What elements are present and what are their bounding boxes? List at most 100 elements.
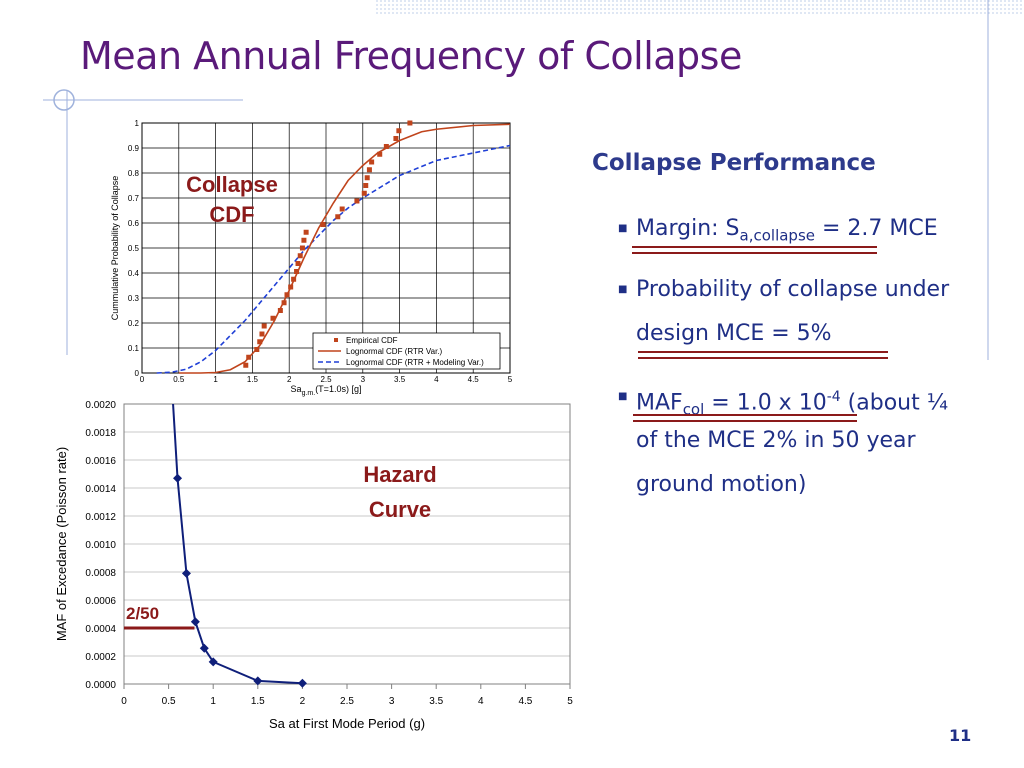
page-number: 11 bbox=[949, 726, 972, 745]
hazard-point-diamond bbox=[173, 473, 183, 483]
hazard-series-line bbox=[172, 403, 303, 685]
hazard-y-tick-label: 0.0006 bbox=[85, 596, 116, 607]
cdf-empirical-point bbox=[303, 229, 309, 235]
bullet-margin-text: Margin: Sa,collapse = 2.7 MCE bbox=[636, 216, 938, 245]
cdf-empirical-point bbox=[320, 222, 326, 227]
cdf-empirical-point bbox=[297, 253, 303, 259]
cdf-empirical-point bbox=[277, 308, 283, 313]
cdf-empirical-point bbox=[407, 120, 413, 126]
hazard-curve-line bbox=[172, 403, 303, 685]
legend-modeling-label: Lognormal CDF (RTR + Modeling Var.) bbox=[346, 358, 484, 367]
cdf-x-tick-label: 1.5 bbox=[247, 375, 259, 384]
bullet-square-icon: ■ bbox=[618, 223, 628, 234]
cdf-empirical-point bbox=[361, 190, 367, 196]
hazard-y-tick-label: 0.0000 bbox=[85, 680, 116, 691]
cdf-x-tick-label: 4.5 bbox=[468, 375, 480, 384]
bullet-square-icon: ■ bbox=[618, 391, 628, 402]
cdf-x-tick-label: 4 bbox=[434, 375, 439, 384]
hazard-gridlines bbox=[123, 403, 571, 689]
cdf-plot-frame bbox=[141, 122, 511, 374]
hazard-x-tick-label: 4 bbox=[478, 696, 484, 707]
cdf-annotation-line1: Collapse bbox=[186, 172, 278, 197]
hazard-y-tick-label: 0.0012 bbox=[85, 512, 116, 523]
legend-rtr-label: Lognormal CDF (RTR Var.) bbox=[346, 347, 443, 356]
cdf-modeling-var-line bbox=[156, 144, 511, 374]
cdf-empirical-point bbox=[335, 214, 341, 220]
cdf-annotation-line2: CDF bbox=[209, 202, 254, 227]
hazard-curve-chart: 0.0000 0.0002 0.0004 0.0006 0.0008 0.0010 0.00… bbox=[54, 400, 573, 731]
cdf-empirical-point bbox=[294, 269, 300, 274]
hazard-x-tick-label: 1 bbox=[210, 696, 216, 707]
cdf-empirical-point bbox=[396, 128, 402, 134]
collapse-cdf-chart: 0 0.5 1 1.5 2 2.5 3 3.5 4 4.5 5 0 0.1 0.2 0.3 0.4 0.5 0.6… bbox=[110, 119, 513, 397]
cdf-y-tick-label: 0.4 bbox=[128, 269, 140, 278]
cdf-legend-box bbox=[312, 332, 501, 370]
hazard-point-diamond bbox=[208, 657, 218, 667]
cdf-empirical-point bbox=[259, 331, 265, 337]
cdf-empirical-point bbox=[299, 245, 305, 251]
hazard-x-tick-label: 2.5 bbox=[340, 696, 354, 707]
cdf-x-tick-label: 0 bbox=[140, 375, 145, 384]
hazard-series-markers bbox=[173, 473, 307, 688]
cdf-empirical-point bbox=[261, 323, 267, 329]
hazard-point-diamond bbox=[181, 568, 191, 578]
hazard-x-tick-label: 5 bbox=[567, 696, 573, 707]
cdf-empirical-point bbox=[284, 292, 290, 298]
hazard-x-tick-label: 3 bbox=[389, 696, 395, 707]
cdf-x-tick-label: 2 bbox=[287, 375, 292, 384]
hazard-y-tick-label: 0.0010 bbox=[85, 540, 116, 551]
hazard-y-tick-label: 0.0002 bbox=[85, 652, 116, 663]
cdf-empirical-point bbox=[369, 159, 375, 165]
cdf-empirical-point bbox=[254, 347, 260, 352]
header-texture-band bbox=[375, 0, 1024, 16]
cdf-y-tick-label: 0 bbox=[135, 369, 140, 378]
cdf-empirical-point bbox=[301, 237, 307, 243]
slide-title: Mean Annual Frequency of Collapse bbox=[80, 34, 742, 78]
cdf-empirical-point bbox=[339, 206, 345, 212]
hazard-x-tick-label: 2 bbox=[300, 696, 306, 707]
cdf-empirical-point bbox=[383, 144, 389, 149]
cdf-empirical-point bbox=[246, 354, 252, 360]
cdf-rtr-var-line bbox=[178, 123, 511, 374]
cdf-empirical-point bbox=[291, 276, 297, 282]
hazard-2-50-label: 2/50 bbox=[126, 604, 159, 623]
hazard-tick-labels: 0.0000 0.0002 0.0004 0.0006 0.0008 0.0010 0.00… bbox=[85, 400, 573, 707]
collapse-cdf-annotation: Collapse CDF bbox=[186, 172, 278, 227]
cdf-empirical-point bbox=[288, 284, 294, 290]
hazard-x-tick-label: 3.5 bbox=[429, 696, 443, 707]
legend-empirical-label: Empirical CDF bbox=[346, 336, 398, 345]
cdf-x-tick-label: 2.5 bbox=[320, 375, 332, 384]
bullet-maf-line2: of the MCE 2% in 50 year bbox=[636, 428, 916, 453]
cdf-x-axis-label: Sag.m.(T=1.0s) [g] bbox=[291, 384, 362, 397]
cdf-y-tick-label: 0.3 bbox=[128, 294, 140, 303]
cdf-x-tick-label: 5 bbox=[508, 375, 513, 384]
probability-underline bbox=[638, 351, 888, 359]
hazard-y-tick-label: 0.0018 bbox=[85, 428, 116, 439]
cdf-empirical-point bbox=[295, 261, 301, 266]
hazard-x-tick-label: 0.5 bbox=[162, 696, 176, 707]
bullet-probability-line1: Probability of collapse under bbox=[636, 277, 950, 302]
hazard-x-tick-label: 4.5 bbox=[518, 696, 532, 707]
cdf-y-tick-label: 0.8 bbox=[128, 169, 140, 178]
cdf-x-tick-label: 1 bbox=[213, 375, 218, 384]
cdf-empirical-point bbox=[377, 151, 383, 157]
cdf-empirical-point bbox=[354, 198, 360, 204]
cdf-x-tick-label: 3.5 bbox=[394, 375, 406, 384]
hazard-annotation-line2: Curve bbox=[369, 497, 431, 522]
hazard-y-tick-label: 0.0020 bbox=[85, 400, 116, 411]
cdf-x-tick-label: 0.5 bbox=[173, 375, 185, 384]
cdf-tick-labels: 0 0.5 1 1.5 2 2.5 3 3.5 4 4.5 5 0 0.1 0.2 0.3 0.4 0.5 0.6… bbox=[128, 119, 513, 384]
margin-underline bbox=[632, 246, 877, 254]
hazard-point-diamond bbox=[297, 678, 307, 688]
cdf-empirical-markers bbox=[243, 120, 413, 368]
cdf-empirical-point bbox=[366, 167, 372, 173]
legend-empirical-marker bbox=[334, 338, 338, 342]
cdf-series-lines bbox=[156, 123, 511, 374]
cdf-y-tick-label: 0.2 bbox=[128, 319, 140, 328]
cdf-y-tick-label: 0.9 bbox=[128, 144, 140, 153]
cdf-legend: Empirical CDF Lognormal CDF (RTR Var.) L… bbox=[312, 332, 501, 370]
cdf-empirical-point bbox=[270, 315, 276, 321]
cdf-y-tick-label: 0.7 bbox=[128, 194, 140, 203]
cdf-y-tick-label: 1 bbox=[135, 119, 140, 128]
